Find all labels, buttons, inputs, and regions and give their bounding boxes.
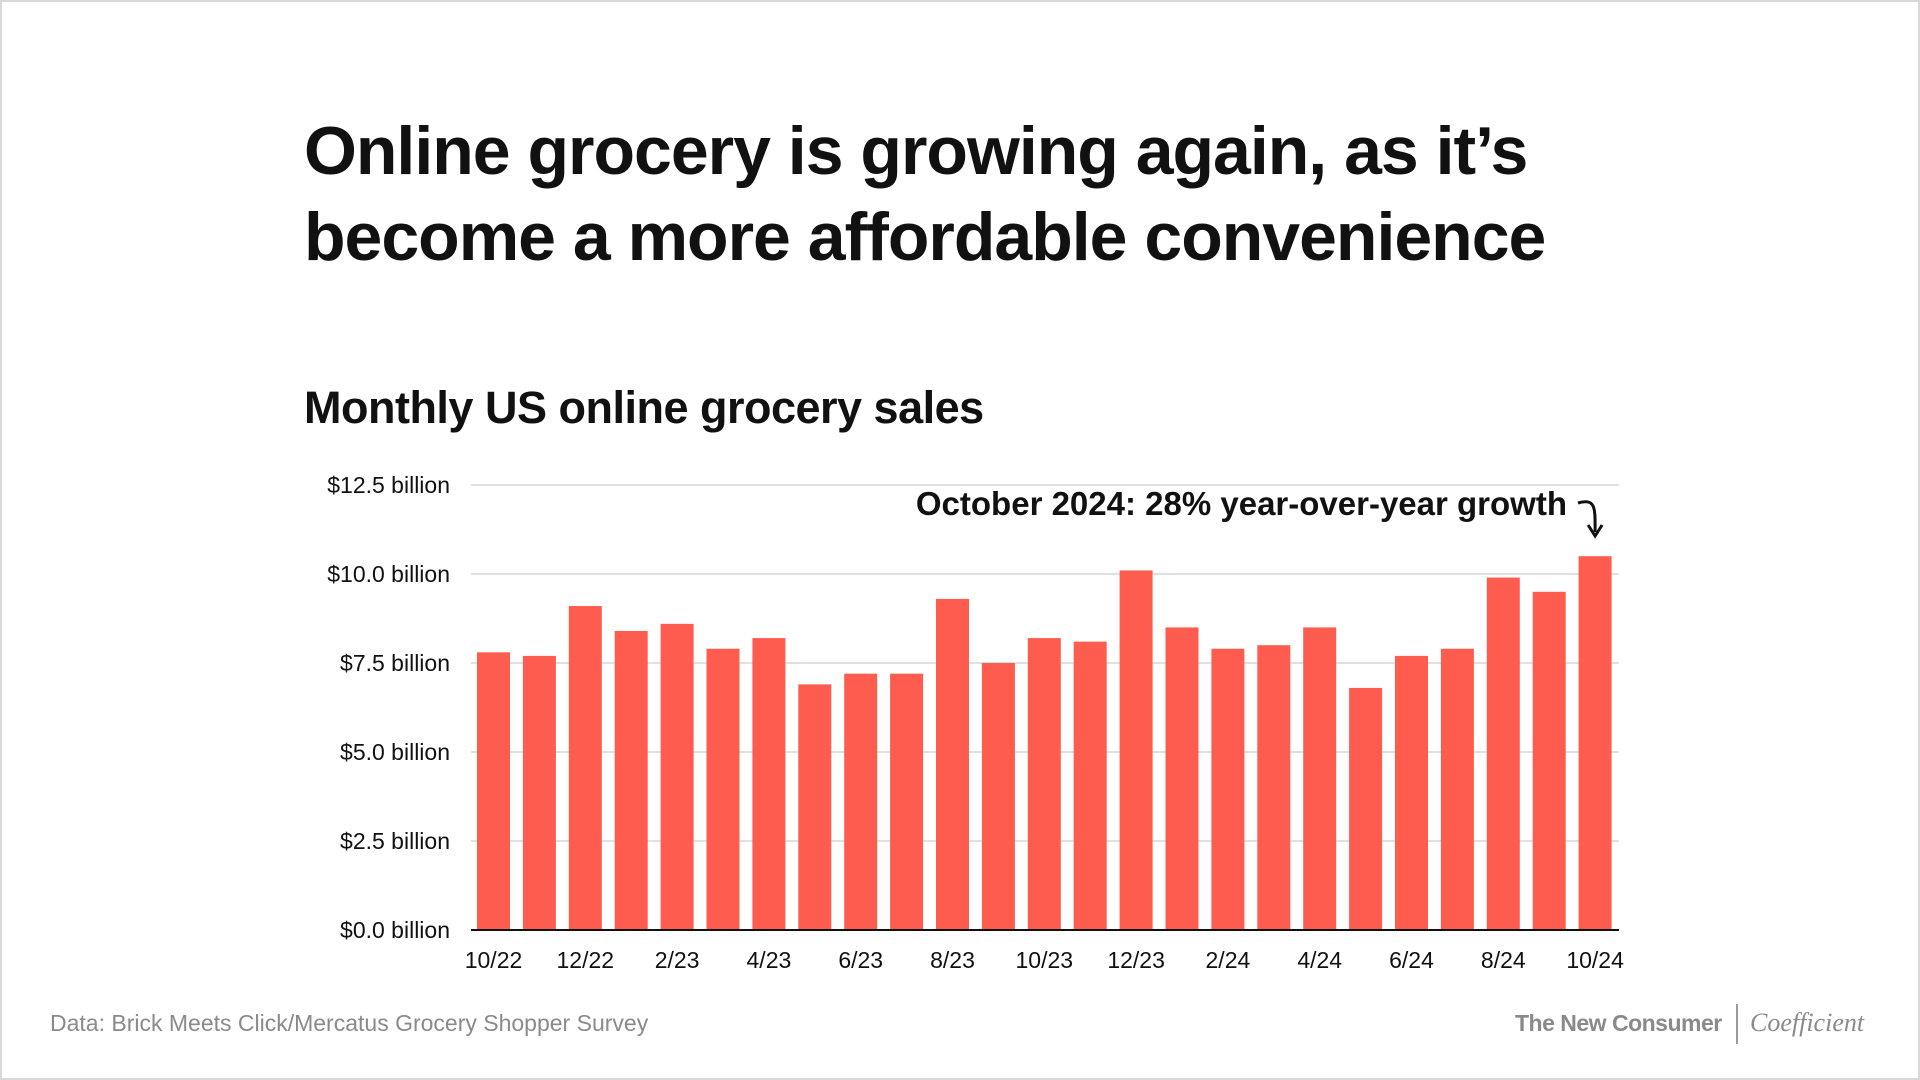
bar-10-24 xyxy=(1578,556,1612,930)
x-tick-label: 12/22 xyxy=(557,947,615,973)
bar-1-24 xyxy=(1165,627,1199,930)
y-tick-label: $10.0 billion xyxy=(327,561,450,587)
annotation-arrow-icon xyxy=(1577,500,1597,533)
x-tick-label: 8/23 xyxy=(930,947,975,973)
x-tick-label: 6/24 xyxy=(1389,947,1434,973)
title-line-1: Online grocery is growing again, as it’s xyxy=(304,113,1528,189)
bar-1-23 xyxy=(614,630,648,930)
bar-3-23 xyxy=(706,648,740,930)
y-tick-label: $0.0 billion xyxy=(340,917,450,943)
source-note: Data: Brick Meets Click/Mercatus Grocery… xyxy=(50,1010,649,1036)
bar-7-23 xyxy=(890,673,924,930)
bar-4-24 xyxy=(1303,627,1337,930)
x-tick-label: 10/24 xyxy=(1566,947,1624,973)
y-tick-label: $12.5 billion xyxy=(327,472,450,498)
brand-logo-new-consumer: The New Consumer xyxy=(1515,1010,1722,1036)
x-tick-label: 4/24 xyxy=(1297,947,1342,973)
x-tick-label: 6/23 xyxy=(838,947,883,973)
bar-8-24 xyxy=(1486,577,1520,930)
y-tick-label: $7.5 billion xyxy=(340,650,450,676)
chart-title: Monthly US online grocery sales xyxy=(304,382,984,433)
bar-6-23 xyxy=(844,673,878,930)
bar-10-23 xyxy=(1027,638,1061,930)
logo-divider xyxy=(1736,1004,1738,1044)
bar-5-24 xyxy=(1349,687,1383,930)
bar-12-23 xyxy=(1119,570,1153,930)
bar-12-22 xyxy=(568,606,602,930)
bar-2-23 xyxy=(660,623,694,930)
bar-6-24 xyxy=(1395,655,1428,930)
annotation-label: October 2024: 28% year-over-year growth xyxy=(916,485,1567,522)
x-tick-label: 4/23 xyxy=(747,947,792,973)
x-tick-label: 10/22 xyxy=(465,947,523,973)
bar-9-24 xyxy=(1532,591,1566,930)
bar-3-24 xyxy=(1257,645,1291,930)
bar-11-23 xyxy=(1073,641,1107,930)
bar-8-23 xyxy=(936,598,969,930)
bar-7-24 xyxy=(1440,648,1474,930)
bar-4-23 xyxy=(752,638,786,930)
page-title: Online grocery is growing again, as it’s… xyxy=(304,108,1546,280)
x-tick-label: 2/24 xyxy=(1206,947,1251,973)
bar-9-23 xyxy=(981,663,1015,930)
bar-10-22 xyxy=(477,652,510,930)
bar-5-23 xyxy=(798,684,832,930)
x-tick-label: 8/24 xyxy=(1481,947,1526,973)
x-tick-label: 10/23 xyxy=(1016,947,1074,973)
brand-logo-coefficient: Coefficient xyxy=(1750,1008,1865,1037)
title-line-2: become a more affordable convenience xyxy=(304,199,1546,275)
x-tick-label: 12/23 xyxy=(1107,947,1165,973)
bar-11-22 xyxy=(522,655,556,930)
bar-2-24 xyxy=(1211,648,1245,930)
y-tick-label: $2.5 billion xyxy=(340,828,450,854)
arrowhead-icon xyxy=(1586,524,1604,539)
y-tick-label: $5.0 billion xyxy=(340,739,450,765)
x-tick-label: 2/23 xyxy=(655,947,700,973)
